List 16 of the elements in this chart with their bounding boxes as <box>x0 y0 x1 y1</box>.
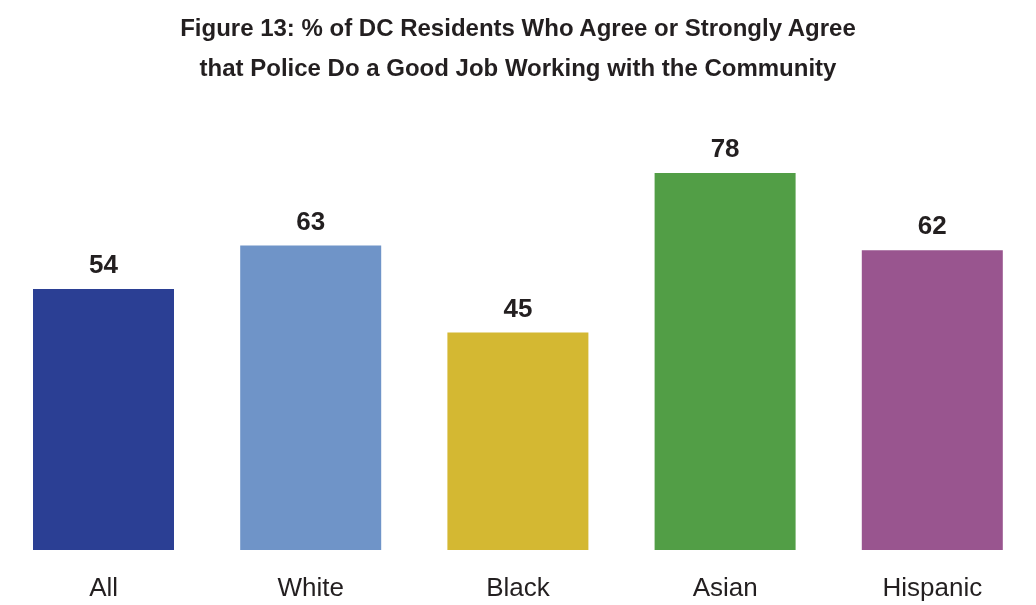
bar <box>861 250 1003 550</box>
chart-title: Figure 13: % of DC Residents Who Agree or Strongly Agree that Police Do a Good Job Working with the Community <box>179 13 857 83</box>
x-tick-label: Hispanic <box>882 572 983 603</box>
x-tick-label: Asian <box>692 572 758 603</box>
data-label: 63 <box>296 205 326 236</box>
bar <box>240 245 382 550</box>
data-label: 62 <box>917 210 947 241</box>
bar <box>654 173 796 550</box>
data-label: 45 <box>503 292 533 323</box>
data-label: 78 <box>710 133 740 163</box>
bar <box>447 332 589 550</box>
data-label: 54 <box>89 249 119 279</box>
x-tick-label: All <box>89 572 119 603</box>
x-tick-label: White <box>277 572 345 603</box>
bar <box>33 289 174 550</box>
x-tick-label: Black <box>486 572 551 603</box>
